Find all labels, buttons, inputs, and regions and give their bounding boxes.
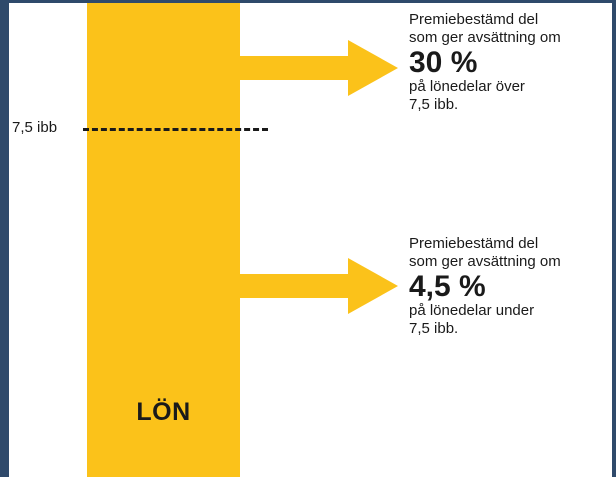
salary-bar	[87, 3, 240, 477]
lower-line-1: Premiebestämd del	[409, 235, 539, 252]
frame-left-border	[0, 0, 9, 477]
frame-right-border	[612, 0, 616, 477]
frame-top-border	[0, 0, 616, 3]
salary-label: LÖN	[136, 398, 191, 426]
lower-line-2: som ger avsättning om	[409, 253, 561, 270]
lower-rate: 4,5 %	[409, 270, 486, 303]
lower-description: Premiebestämd del som ger avsättning om …	[409, 235, 614, 338]
upper-line-3: på lönedelar över	[409, 78, 525, 95]
upper-description: Premiebestämd del som ger avsättning om …	[409, 11, 614, 114]
upper-line-2: som ger avsättning om	[409, 29, 561, 46]
lower-arrow-icon	[240, 258, 398, 314]
upper-line-4: 7,5 ibb.	[409, 96, 459, 113]
upper-arrow-icon	[240, 40, 398, 96]
threshold-label: 7,5 ibb	[12, 119, 58, 136]
lower-line-4: 7,5 ibb.	[409, 320, 459, 337]
lower-line-3: på lönedelar under	[409, 302, 535, 319]
threshold-dashed-line	[83, 128, 268, 131]
upper-rate: 30 %	[409, 46, 478, 79]
upper-line-1: Premiebestämd del	[409, 11, 539, 28]
